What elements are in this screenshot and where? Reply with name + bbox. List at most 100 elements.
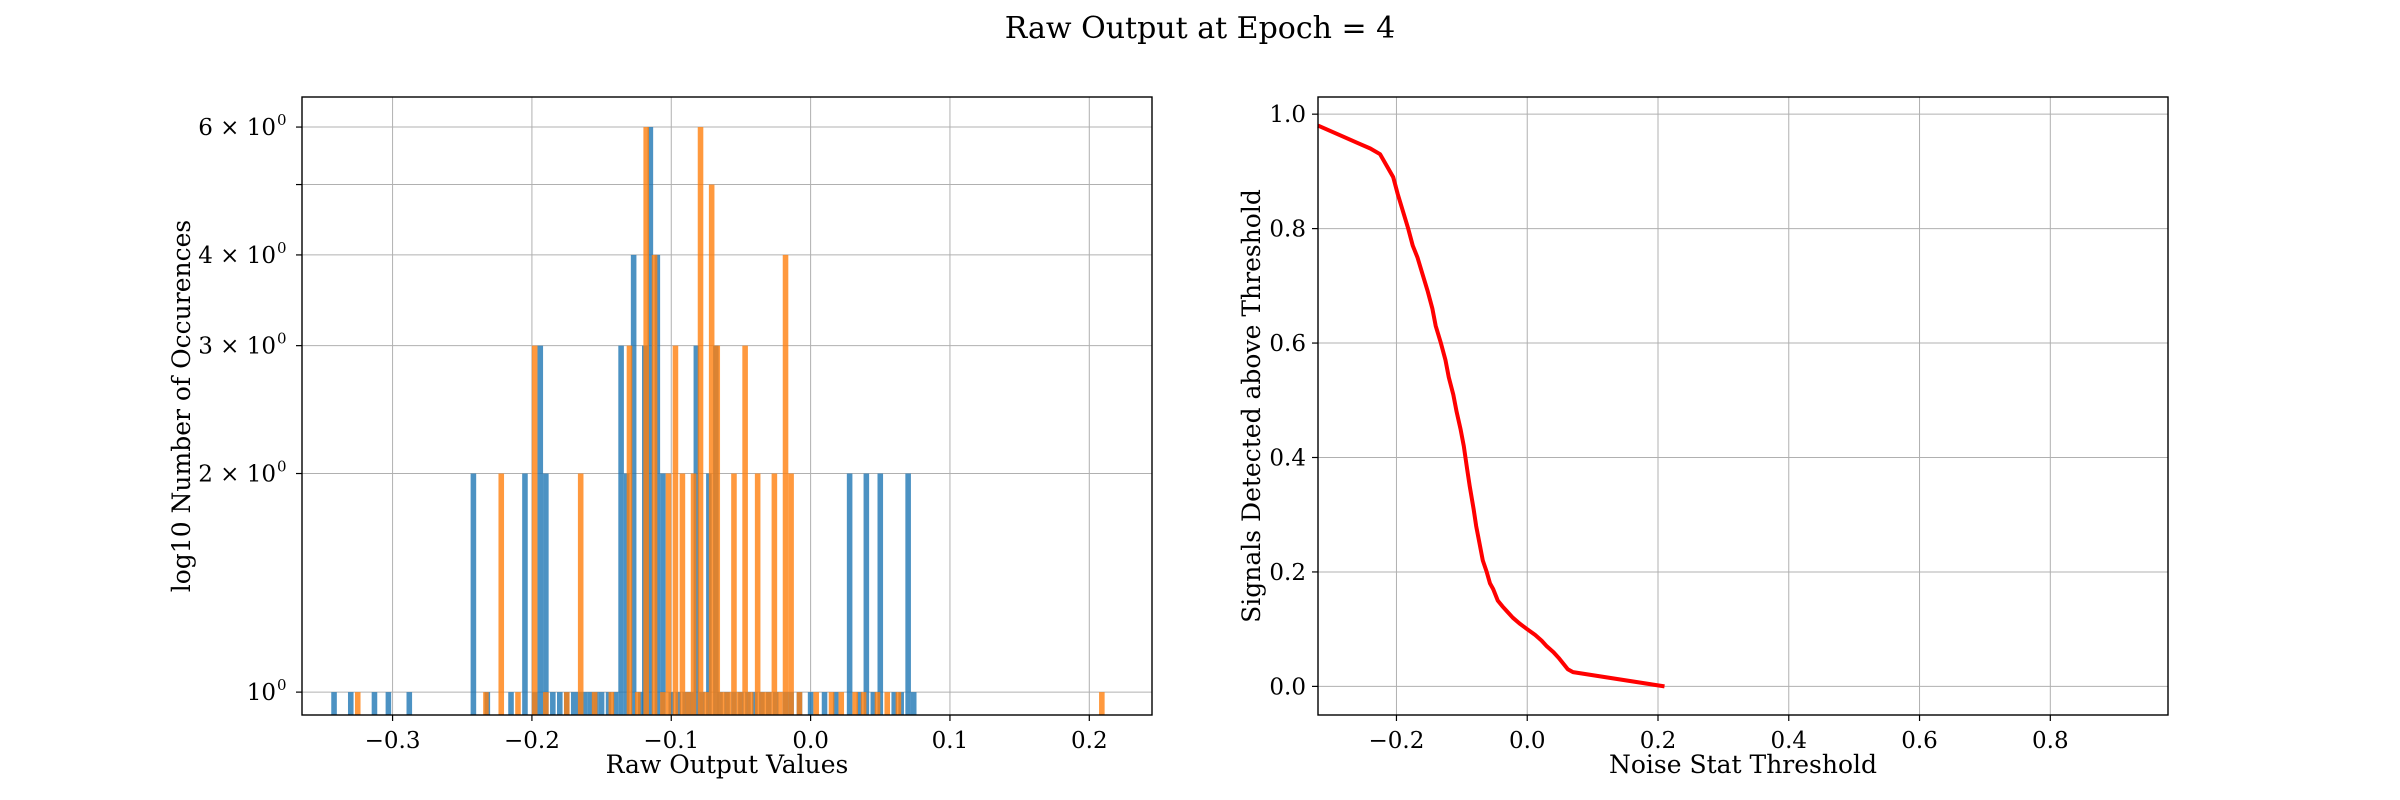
x-tick-label: 0.0 bbox=[1509, 728, 1546, 754]
threshold-grid bbox=[1318, 97, 2168, 715]
histogram-bar bbox=[870, 692, 877, 715]
histogram-bar bbox=[742, 345, 748, 715]
histogram-bar bbox=[874, 692, 881, 715]
histogram-bar bbox=[910, 692, 917, 715]
x-tick-label: 0.8 bbox=[2032, 728, 2069, 754]
histogram-bar bbox=[679, 473, 686, 715]
histogram-bar bbox=[846, 473, 853, 715]
threshold-series bbox=[1317, 123, 1665, 689]
histogram-bar bbox=[591, 692, 598, 715]
histogram-bar bbox=[807, 692, 814, 715]
histogram-bar bbox=[905, 473, 911, 715]
x-tick-label: 0.6 bbox=[1901, 728, 1938, 754]
histogram-bar bbox=[828, 692, 835, 715]
x-tick-label: −0.2 bbox=[504, 728, 560, 754]
y-tick-label: 6 × 10 bbox=[198, 115, 276, 141]
threshold-y-ticks: 0.0 0.2 0.4 0.6 0.8 1.0 bbox=[1269, 102, 1318, 700]
x-tick-label: −0.1 bbox=[643, 728, 699, 754]
histogram-bar bbox=[860, 692, 867, 715]
x-tick-label: 0.4 bbox=[1770, 728, 1807, 754]
histogram-bar bbox=[665, 473, 672, 715]
histogram-bar bbox=[577, 473, 584, 715]
histogram-bar bbox=[714, 345, 721, 715]
histogram-bar bbox=[598, 692, 605, 715]
threshold-curve bbox=[1317, 123, 1665, 689]
threshold-x-label: Noise Stat Threshold bbox=[1609, 750, 1877, 779]
histogram-bar bbox=[747, 692, 754, 715]
y-tick-label: 0.0 bbox=[1269, 674, 1306, 700]
histogram-bar bbox=[690, 473, 697, 715]
histogram-bar bbox=[543, 473, 549, 715]
figure-title: Raw Output at Epoch = 4 bbox=[1005, 11, 1396, 46]
histogram-x-label: Raw Output Values bbox=[606, 750, 849, 779]
histogram-x-ticks: −0.3 −0.2 −0.1 0.0 0.1 0.2 bbox=[365, 715, 1108, 754]
histogram-bar bbox=[685, 692, 691, 715]
y-tick-label: 1.0 bbox=[1269, 102, 1306, 128]
histogram-bar bbox=[470, 473, 477, 715]
y-tick-label: 3 × 10 bbox=[198, 334, 276, 360]
histogram-bar bbox=[813, 692, 819, 715]
y-tick-label: 4 × 10 bbox=[198, 243, 276, 269]
x-tick-label: −0.2 bbox=[1369, 728, 1425, 754]
histogram-y-ticks: 10 02 × 10 03 × 10 04 × 10 06 × 10 0 bbox=[198, 111, 302, 706]
histogram-bar bbox=[766, 692, 772, 715]
histogram-bar bbox=[796, 692, 803, 715]
y-tick-exponent: 0 bbox=[277, 330, 287, 348]
histogram-bar bbox=[777, 692, 783, 715]
histogram-series-orange bbox=[354, 127, 1105, 716]
histogram-panel: −0.3 −0.2 −0.1 0.0 0.1 0.2 10 02 × 10 03 × 10 04… bbox=[167, 96, 1153, 779]
y-tick-label: 0.8 bbox=[1269, 217, 1306, 243]
histogram-bar bbox=[672, 345, 679, 715]
histogram-bar bbox=[608, 692, 615, 715]
histogram-bar bbox=[563, 692, 570, 715]
histogram-bar bbox=[347, 692, 354, 715]
histogram-bar bbox=[647, 127, 654, 716]
histogram-bar bbox=[788, 473, 794, 715]
histogram-bar bbox=[720, 692, 726, 715]
y-tick-exponent: 0 bbox=[277, 239, 287, 257]
histogram-bar bbox=[537, 345, 544, 715]
histogram-bar bbox=[697, 127, 704, 716]
threshold-axes-frame bbox=[1317, 96, 2169, 716]
histogram-bar bbox=[832, 692, 839, 715]
histogram-bar bbox=[856, 692, 863, 715]
histogram-bar bbox=[731, 473, 737, 715]
histogram-bar bbox=[782, 254, 789, 715]
histogram-bar bbox=[884, 692, 891, 715]
histogram-bar bbox=[570, 692, 577, 715]
histogram-bar bbox=[891, 692, 897, 715]
histogram-bar bbox=[660, 473, 666, 715]
histogram-bar bbox=[522, 473, 528, 715]
histogram-bar bbox=[550, 692, 556, 715]
histogram-bar bbox=[838, 692, 845, 715]
histogram-bar bbox=[736, 692, 743, 715]
histogram-bar bbox=[863, 473, 870, 715]
histogram-bar bbox=[498, 473, 505, 715]
histogram-bar bbox=[587, 692, 594, 715]
histogram-bar bbox=[660, 692, 666, 715]
histogram-bar bbox=[582, 692, 588, 715]
y-tick-label: 0.2 bbox=[1269, 560, 1306, 586]
histogram-bar bbox=[406, 692, 413, 715]
y-tick-exponent: 0 bbox=[277, 676, 287, 694]
x-tick-label: 0.2 bbox=[1071, 728, 1108, 754]
histogram-y-label: log10 Number of Occurences bbox=[167, 220, 196, 593]
histogram-bar bbox=[483, 692, 489, 715]
x-tick-label: 0.0 bbox=[792, 728, 829, 754]
y-tick-exponent: 0 bbox=[277, 111, 287, 129]
histogram-bar bbox=[760, 692, 767, 715]
y-tick-label: 2 × 10 bbox=[198, 462, 276, 488]
histogram-bar bbox=[852, 692, 858, 715]
histogram-axes-frame bbox=[301, 96, 1153, 716]
histogram-bar bbox=[635, 692, 641, 715]
threshold-panel: −0.2 0.0 0.2 0.4 0.6 0.8 0.0 0.2 0.4 0.6 0.8 1.0 N… bbox=[1237, 96, 2169, 779]
histogram-bar bbox=[557, 692, 563, 715]
histogram-bar bbox=[618, 345, 624, 715]
histogram-bar bbox=[630, 254, 637, 715]
histogram-bar bbox=[651, 254, 658, 715]
histogram-bar bbox=[771, 473, 778, 715]
y-tick-exponent: 0 bbox=[277, 458, 287, 476]
histogram-bar bbox=[385, 692, 392, 715]
histogram-bar bbox=[754, 473, 761, 715]
